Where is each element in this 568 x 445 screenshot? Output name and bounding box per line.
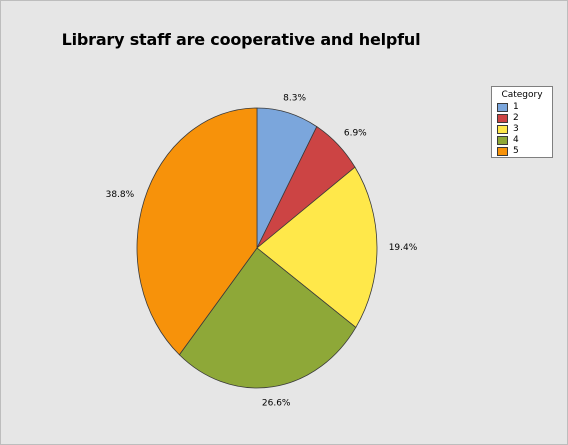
legend-swatch-5 [497,147,508,156]
slice-label-5: 38.8% [106,190,135,200]
slice-label-4: 26.6% [262,399,291,409]
legend-label-2: 2 [513,113,519,123]
legend-swatch-3 [497,125,508,134]
legend-swatch-1 [497,103,508,112]
slice-label-3: 19.4% [389,243,418,253]
slice-label-1: 8.3% [283,93,306,103]
chart-title: Library staff are cooperative and helpfu… [61,30,421,49]
pie-slice-5 [136,107,258,356]
legend-label-1: 1 [513,102,519,112]
legend-swatch-4 [497,136,508,145]
legend-title: Category [501,90,543,100]
pie-slice-3 [256,166,378,328]
pie-slice-4 [178,247,357,389]
legend-label-5: 5 [513,146,519,156]
legend-label-4: 4 [513,135,519,145]
slice-label-2: 6.9% [344,129,367,139]
legend: Category 1 2 3 4 5 [491,86,553,158]
legend-swatch-2 [497,114,508,123]
legend-label-3: 3 [513,124,519,134]
